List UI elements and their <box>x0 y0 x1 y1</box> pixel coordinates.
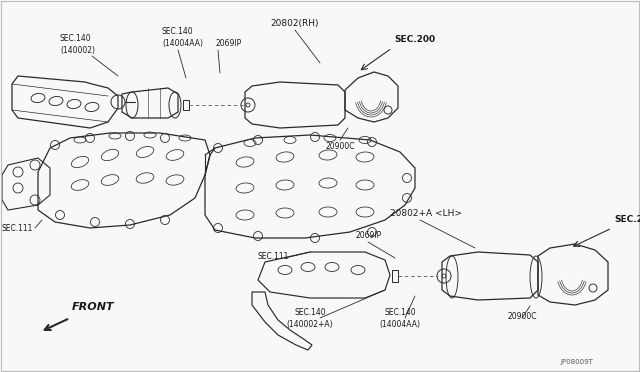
Text: SEC.140
(140002+A): SEC.140 (140002+A) <box>287 308 333 329</box>
Text: 20802(RH): 20802(RH) <box>270 19 319 28</box>
Text: SEC.240: SEC.240 <box>614 215 640 224</box>
Text: SEC.140
(14004AA): SEC.140 (14004AA) <box>380 308 420 329</box>
Text: SEC.140
(140002): SEC.140 (140002) <box>60 34 95 55</box>
Text: FRONT: FRONT <box>72 302 115 312</box>
Text: SEC.200: SEC.200 <box>394 35 435 44</box>
Bar <box>183 100 189 110</box>
Bar <box>392 270 398 282</box>
Text: SEC.111: SEC.111 <box>258 252 289 261</box>
Text: 2069IP: 2069IP <box>215 39 241 48</box>
Text: JP08009T: JP08009T <box>560 359 593 365</box>
Text: 2069IP: 2069IP <box>355 231 381 240</box>
Text: 20900C: 20900C <box>508 312 538 321</box>
Text: 20802+A <LH>: 20802+A <LH> <box>390 209 462 218</box>
Text: SEC.111: SEC.111 <box>2 224 33 233</box>
Text: SEC.140
(14004AA): SEC.140 (14004AA) <box>162 27 203 48</box>
Text: 20900C: 20900C <box>325 142 355 151</box>
